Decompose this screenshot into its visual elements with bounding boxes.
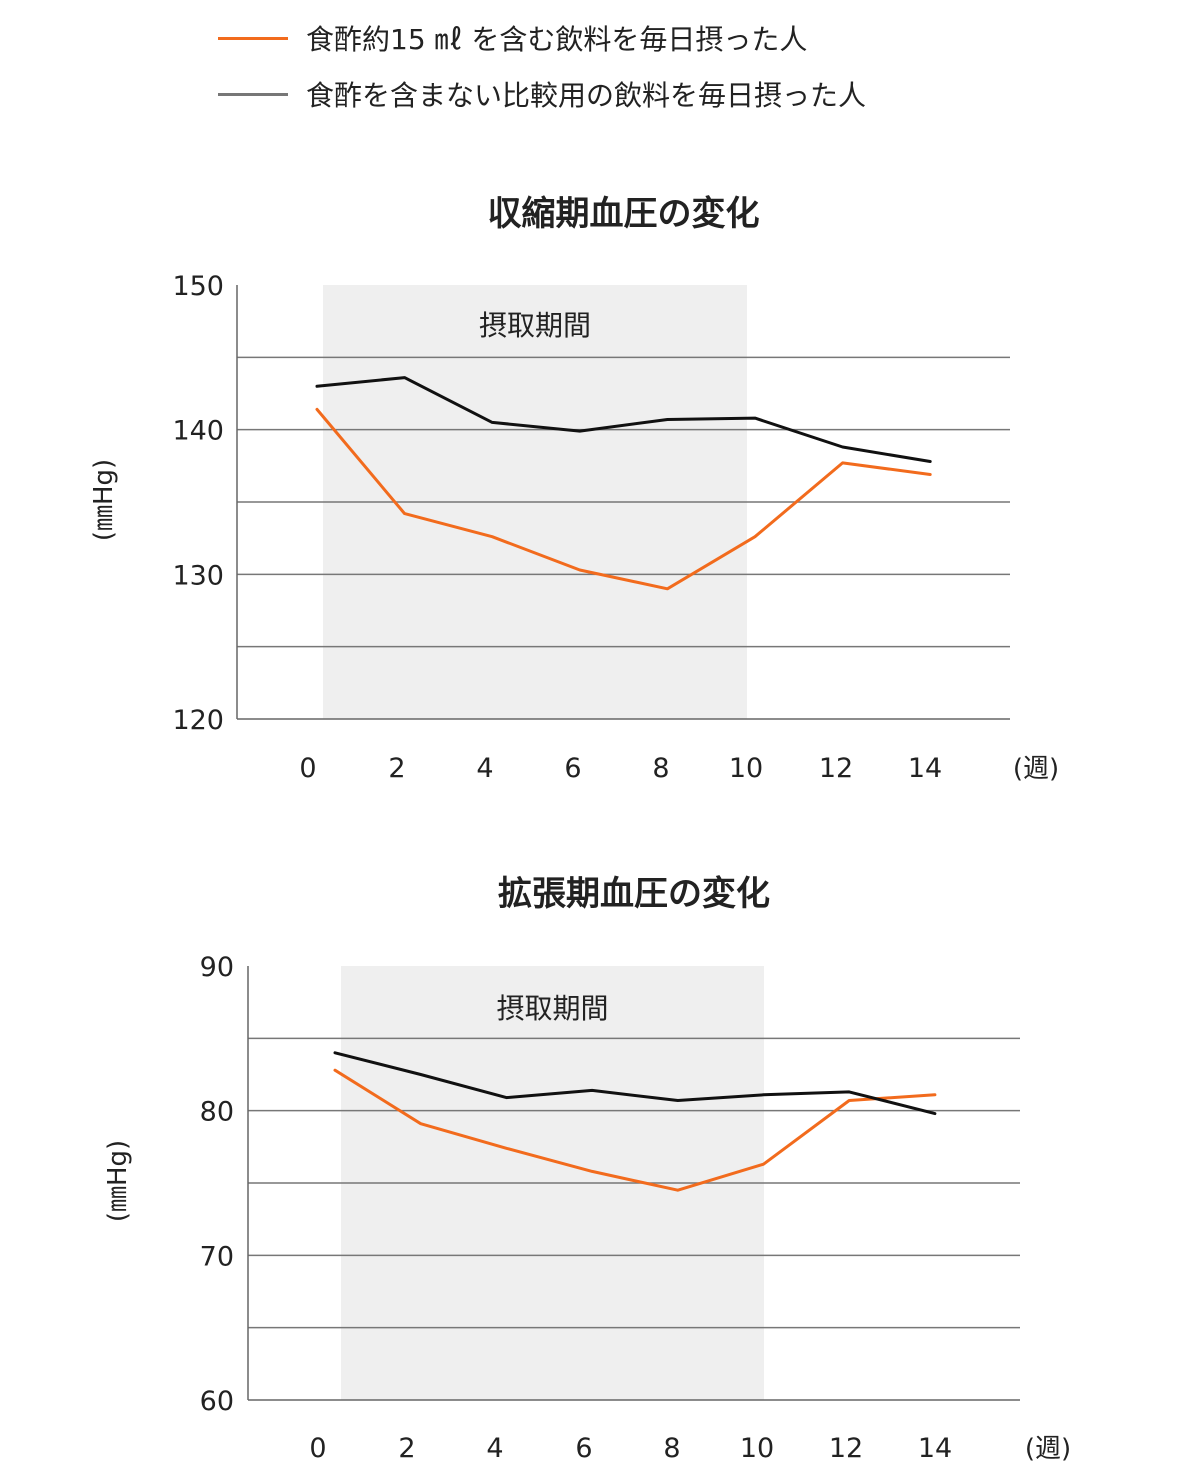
- x-tick-label: 6: [564, 753, 581, 784]
- series-line-control: [333, 1051, 937, 1116]
- x-tick-label: 2: [388, 753, 405, 784]
- y-tick-label: 130: [172, 560, 224, 591]
- y-tick-label: 60: [200, 1386, 234, 1417]
- x-tick-label: 2: [398, 1433, 415, 1464]
- x-tick-label: 4: [486, 1433, 503, 1464]
- y-tick-label: 80: [200, 1097, 234, 1128]
- x-tick-label: 12: [829, 1433, 863, 1464]
- legend: 食酢約15 ㎖ を含む飲料を毎日摂った人 食酢を含まない比較用の飲料を毎日摂った…: [218, 10, 866, 122]
- y-tick-label: 90: [200, 952, 234, 983]
- legend-swatch-vinegar: [218, 36, 288, 40]
- legend-label-control: 食酢を含まない比較用の飲料を毎日摂った人: [306, 79, 867, 112]
- intake-period-label: 摂取期間: [496, 992, 608, 1025]
- chart-title: 収縮期血圧の変化: [488, 194, 760, 234]
- legend-swatch-control: [218, 92, 288, 96]
- x-tick-label: 8: [663, 1433, 680, 1464]
- x-tick-label: 14: [918, 1433, 952, 1464]
- intake-period-label: 摂取期間: [479, 309, 591, 342]
- x-tick-label: 10: [740, 1433, 774, 1464]
- legend-label-vinegar: 食酢約15 ㎖ を含む飲料を毎日摂った人: [306, 23, 808, 56]
- series-line-vinegar: [333, 1068, 937, 1192]
- x-axis-unit-label: (週): [1013, 754, 1059, 784]
- y-axis-label: (㎜Hg): [103, 1140, 133, 1222]
- x-tick-label: 6: [575, 1433, 592, 1464]
- series-line-vinegar: [315, 407, 932, 591]
- y-tick-label: 140: [172, 416, 224, 447]
- legend-item-vinegar: 食酢約15 ㎖ を含む飲料を毎日摂った人: [218, 10, 866, 66]
- y-tick-label: 150: [172, 271, 224, 302]
- chart-title: 拡張期血圧の変化: [498, 874, 770, 914]
- x-tick-label: 12: [819, 753, 853, 784]
- y-axis-label: (㎜Hg): [89, 459, 119, 541]
- x-tick-label: 4: [476, 753, 493, 784]
- y-tick-label: 120: [172, 705, 224, 736]
- x-tick-label: 8: [652, 753, 669, 784]
- x-tick-label: 10: [729, 753, 763, 784]
- series-line-control: [315, 376, 932, 463]
- x-tick-label: 0: [299, 753, 316, 784]
- x-tick-label: 0: [309, 1433, 326, 1464]
- x-tick-label: 14: [908, 753, 942, 784]
- y-tick-label: 70: [200, 1241, 234, 1272]
- x-axis-unit-label: (週): [1025, 1434, 1071, 1464]
- legend-item-control: 食酢を含まない比較用の飲料を毎日摂った人: [218, 66, 866, 122]
